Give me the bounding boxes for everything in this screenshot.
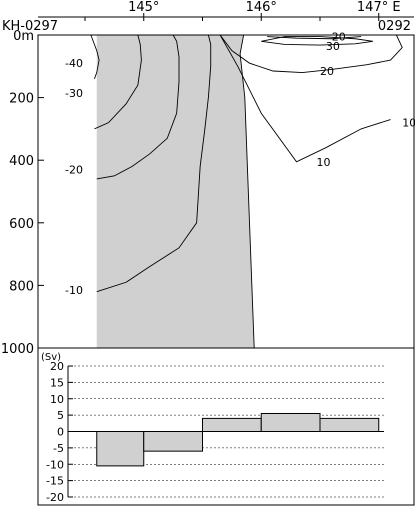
transport-bars — [70, 412, 384, 467]
negative-velocity-shading — [96, 35, 255, 348]
transport-y-tick-label: 10 — [50, 393, 64, 406]
transport-bar — [143, 431, 203, 452]
transport-y-tick-label: -10 — [46, 458, 64, 471]
x-tick-label: 147° E — [357, 0, 401, 15]
contour-line — [96, 34, 212, 293]
transport-y-tick-label: -5 — [53, 442, 64, 455]
contour-label: 20 — [320, 65, 334, 78]
x-tick-label: 145° — [128, 0, 159, 15]
transport-y-tick-label: 15 — [50, 376, 64, 389]
contour-line — [219, 34, 403, 74]
transport-y-tick-label: -20 — [46, 491, 64, 504]
contour-label: 10 — [316, 156, 330, 169]
depth-axis: 0m 200 400 600 800 1000 — [1, 29, 44, 357]
contour-line — [94, 34, 142, 130]
transport-y-tick-label: 0 — [57, 426, 64, 439]
depth-tick-label: 200 — [9, 92, 34, 107]
depth-tick-label: 600 — [9, 217, 34, 232]
contour-label: -40 — [65, 57, 83, 70]
contour-line — [96, 34, 180, 180]
transport-y-tick-label: 5 — [57, 409, 64, 422]
transport-y-tick-label: -15 — [46, 475, 64, 488]
contour-label: 30 — [326, 40, 340, 53]
depth-tick-label: 800 — [9, 279, 34, 294]
transport-bar — [96, 431, 145, 467]
contour-label: -20 — [65, 164, 83, 177]
transport-bar — [319, 417, 380, 432]
top-axis: 145° 146° 147° E — [38, 0, 414, 21]
section-end-label: 0292 — [378, 19, 411, 34]
transport-bar — [260, 412, 321, 432]
contour-label: 10 — [402, 117, 415, 130]
section-start-label: KH-0297 — [2, 19, 58, 34]
transport-bar — [202, 417, 262, 432]
contour-line — [90, 34, 100, 79]
contour-label: -30 — [65, 87, 83, 100]
depth-tick-label: 400 — [9, 154, 34, 169]
contour-label: -10 — [65, 284, 83, 297]
transport-unit-label: (Sv) — [41, 352, 61, 363]
contour-line — [261, 36, 373, 46]
contour-line — [267, 36, 362, 40]
contour-lines — [90, 34, 403, 349]
x-tick-label: 146° — [246, 0, 277, 15]
transport-y-tick-label: 20 — [50, 360, 64, 373]
contour-line — [239, 34, 255, 349]
contour-label: 20 — [332, 31, 346, 44]
depth-tick-label: 1000 — [1, 342, 34, 357]
contour-line — [219, 34, 391, 163]
transport-frame — [37, 347, 415, 506]
depth-tick-label: 0m — [13, 29, 34, 44]
transport-panel: 20 15 10 5 0 -5 -10 -15 -20 (Sv) — [37, 347, 415, 506]
transport-axis: 20 15 10 5 0 -5 -10 -15 -20 — [46, 360, 73, 504]
